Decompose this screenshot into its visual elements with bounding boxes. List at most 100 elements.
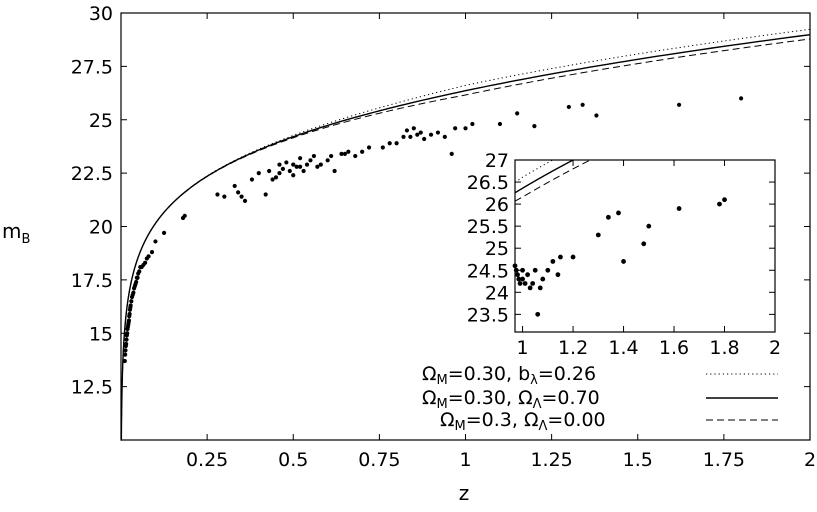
y-tick-label: 23.5 [467, 304, 509, 326]
x-tick-label: 1.8 [709, 337, 739, 359]
inset-data-points [512, 197, 727, 317]
legend-symbol-sub: Λ [533, 397, 542, 412]
data-point [249, 177, 255, 182]
data-point [153, 239, 158, 244]
data-point [453, 126, 458, 131]
legend-symbol-sub: M [455, 419, 466, 434]
data-point [128, 303, 133, 308]
data-point [304, 162, 310, 167]
data-point [131, 290, 136, 295]
data-point [537, 285, 543, 291]
data-point [134, 279, 139, 285]
data-point [525, 272, 531, 278]
data-point [346, 149, 351, 154]
data-point [408, 134, 413, 139]
data-point [594, 113, 599, 118]
data-point [449, 151, 454, 157]
data-point [522, 281, 528, 286]
y-tick-label: 25.5 [467, 216, 509, 238]
y-tick-label: 27.5 [71, 56, 113, 78]
legend-separator: , [512, 409, 524, 431]
main-x-axis-ticks: 0.25 0.5 0.75 1 1.25 1.5 1.75 2 [186, 13, 816, 471]
data-point [308, 158, 313, 163]
data-point [497, 121, 503, 127]
data-point [463, 126, 468, 131]
data-point [215, 192, 220, 197]
legend-value: =0.30 [448, 363, 506, 385]
data-point [442, 134, 447, 139]
data-point [277, 171, 282, 176]
data-point [555, 272, 561, 278]
data-point [722, 197, 727, 203]
data-point [298, 156, 303, 161]
data-point [123, 352, 128, 357]
legend-symbol: b [518, 363, 530, 385]
data-point [517, 281, 523, 286]
data-point [605, 214, 611, 220]
data-point [137, 269, 142, 274]
data-point [126, 318, 132, 323]
y-axis-label: mB [2, 219, 30, 247]
y-tick-label: 24 [485, 282, 509, 304]
data-point [401, 134, 406, 139]
data-point [415, 132, 420, 137]
data-point [280, 166, 286, 171]
data-point [284, 160, 289, 165]
data-point [570, 254, 576, 260]
y-tick-label: 15 [89, 323, 113, 345]
data-point [298, 164, 303, 169]
data-point [641, 241, 647, 247]
data-point [146, 254, 151, 259]
data-point [520, 276, 525, 282]
data-point [535, 311, 541, 317]
data-point [566, 104, 571, 110]
data-point [161, 230, 167, 236]
data-point [301, 168, 306, 174]
y-tick-label: 30 [89, 3, 113, 25]
x-tick-label: 0.25 [186, 449, 228, 471]
data-point [122, 358, 127, 364]
legend-label-omm_ol70: ΩM=0.30, ΩΛ=0.70 [422, 387, 600, 412]
data-point [470, 121, 475, 127]
data-point [329, 153, 334, 159]
legend-label-omm_ol00: ΩM=0.3, ΩΛ=0.00 [440, 409, 606, 434]
data-point [222, 194, 227, 199]
legend-symbol-sub: M [437, 397, 448, 412]
curve-omm_b [514, 159, 553, 183]
legend-symbol: Ω [518, 387, 533, 409]
data-point [513, 267, 519, 273]
x-tick-label: 1.25 [530, 449, 572, 471]
data-point [291, 162, 296, 167]
data-point [277, 162, 282, 167]
data-point [256, 171, 261, 176]
data-point [520, 267, 525, 273]
data-point [124, 337, 129, 342]
curve-omm_ol00 [120, 38, 811, 441]
data-point [332, 168, 337, 174]
data-point [515, 111, 520, 116]
x-tick-label: 2 [804, 449, 816, 471]
data-point [242, 198, 248, 203]
inset-plot-background [515, 160, 775, 332]
data-point [739, 96, 744, 101]
legend-label-omm_b: ΩM=0.30, bλ=0.26 [422, 363, 596, 388]
curve-omm_ol70 [514, 159, 574, 194]
data-point [318, 162, 323, 167]
x-tick-label: 1.2 [558, 337, 588, 359]
data-point [387, 141, 392, 146]
data-point [182, 213, 187, 218]
legend-symbol: Ω [440, 409, 455, 431]
legend-symbol: Ω [524, 409, 539, 431]
data-point [287, 168, 292, 174]
y-tick-label: 25 [485, 238, 509, 260]
legend-symbol-sub: Λ [539, 419, 548, 434]
data-point [291, 173, 296, 178]
data-point [267, 168, 272, 174]
data-point [558, 254, 563, 260]
data-point [532, 267, 538, 273]
data-point [580, 102, 585, 107]
data-point [616, 210, 621, 216]
data-point [135, 275, 140, 280]
